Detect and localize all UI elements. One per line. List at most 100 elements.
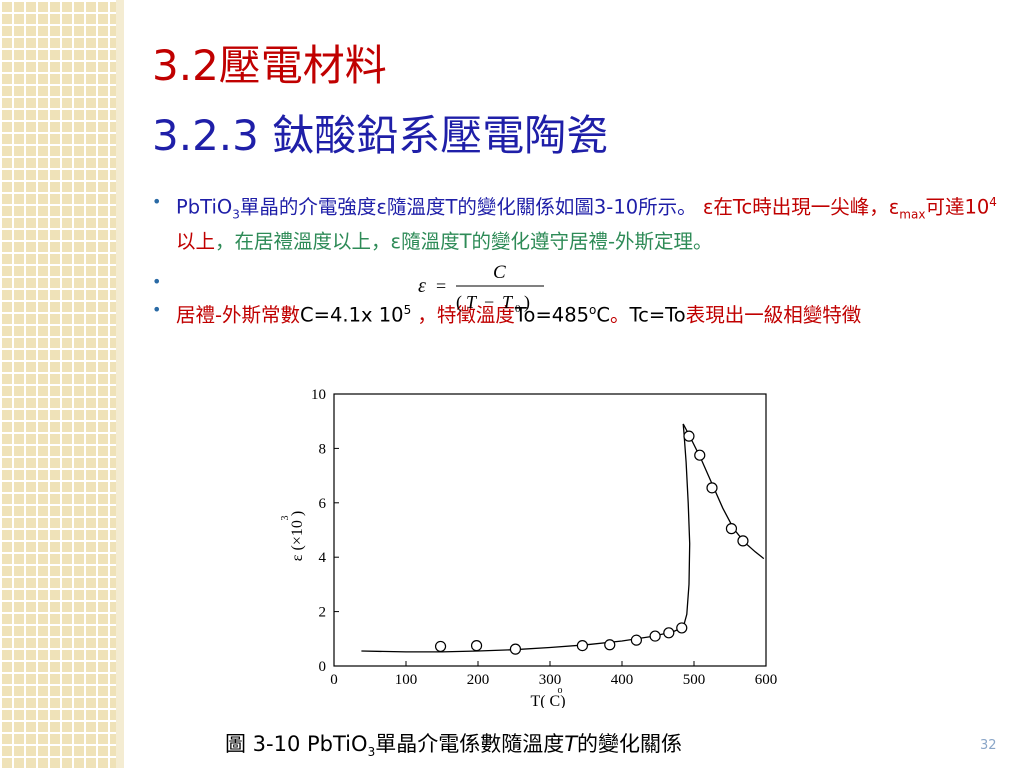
bullet-list: • PbTiO3單晶的介電強度ε隨溫度T的變化關係如圖3-10所示。 ε在Tc時出… <box>152 188 1002 330</box>
y-tick-label: 0 <box>319 659 327 675</box>
formula-minus: − <box>484 292 494 312</box>
x-tick-label: 100 <box>395 672 418 688</box>
formula-T0-sub: 0 <box>515 303 521 315</box>
text-span: 10 <box>964 195 990 219</box>
y-axis-label: ε (×10 ) <box>289 511 306 561</box>
text-span: 居禮-外斯常數 <box>176 303 301 327</box>
decorative-sidebar <box>0 0 116 768</box>
epsilon-symbol: ε <box>702 195 714 219</box>
y-axis-exponent: 3 <box>280 516 291 521</box>
text-span: 以上 <box>176 230 216 254</box>
bullet-dot-icon: • <box>152 272 162 292</box>
caption-text: 的變化關係 <box>577 732 683 756</box>
curve-above-tc <box>682 423 765 560</box>
data-point <box>649 630 661 642</box>
caption-subscript: 3 <box>367 745 376 760</box>
formula-equals: = <box>436 276 446 296</box>
text-span: 。 <box>609 303 630 327</box>
text-span: 的變化關係如圖 <box>457 195 594 219</box>
y-tick-label: 2 <box>319 605 327 621</box>
formula-paren-open: ( <box>456 292 462 313</box>
chart-points <box>434 430 749 655</box>
x-tick-label: 300 <box>539 672 562 688</box>
bullet-dot-icon: • <box>152 300 162 320</box>
subscript: max <box>899 207 926 222</box>
data-point <box>630 634 642 646</box>
text-span: PbTiO <box>176 195 233 219</box>
text-span: C <box>596 303 610 327</box>
text-span: To=485 <box>514 303 590 327</box>
formula-lhs: ε <box>418 275 426 297</box>
text-span: Tc=To <box>629 303 686 327</box>
epsilon-symbol: ε <box>376 195 387 219</box>
x-tick-label: 600 <box>755 672 778 688</box>
text-span: C=4.1x 10 <box>300 303 404 327</box>
slide-title: 3.2壓電材料 <box>152 41 387 90</box>
text-span: ，特徵溫度 <box>411 303 515 327</box>
bullet-dot-icon: • <box>152 192 162 211</box>
text-span: 單晶的介電強度 <box>239 195 377 219</box>
formula-T: T <box>466 292 478 312</box>
caption-italic-T: T <box>564 732 578 756</box>
x-tick-label: 400 <box>611 672 634 688</box>
data-point <box>694 449 706 461</box>
superscript: o <box>589 303 597 318</box>
plot-frame <box>333 393 767 667</box>
bullet-item-formula: • <box>152 256 1002 296</box>
bullet-item-curie-weiss: • 居禮-外斯常數C=4.1x 105 ，特徵溫度To=485oC。Tc=To表現… <box>152 296 1002 330</box>
chart-curves <box>361 423 765 653</box>
text-span: 隨溫度 <box>401 230 460 254</box>
curie-weiss-formula: ε = C ( T − T 0 ) <box>418 262 544 315</box>
text-span: 所示。 <box>638 195 703 219</box>
epsilon-symbol: ε <box>888 195 900 219</box>
text-span: 表現出一級相變特徵 <box>685 303 862 327</box>
text-span: ，在居禮溫度以上， <box>215 230 391 254</box>
data-point <box>676 622 688 634</box>
caption-text: 單晶介電係數隨溫度 <box>375 732 565 756</box>
data-point <box>509 643 522 655</box>
data-point <box>576 640 588 652</box>
superscript: 5 <box>403 303 412 318</box>
superscript: 4 <box>989 195 997 209</box>
y-tick-label: 8 <box>319 441 327 457</box>
sidebar-edge <box>116 0 124 768</box>
data-point <box>706 482 718 494</box>
y-tick-label: 4 <box>319 550 327 566</box>
data-point <box>434 640 447 653</box>
text-span: 時出現一尖峰， <box>752 195 889 219</box>
chart-ticks: 0 100 200 300 400 500 600 0 2 4 6 8 10 <box>311 387 777 688</box>
x-tick-label: 0 <box>330 672 338 688</box>
formula-numerator: C <box>493 262 506 283</box>
x-tick-label: 200 <box>467 672 490 688</box>
dielectric-vs-temperature-chart: 0 100 200 300 400 500 600 0 2 4 6 8 10 T( C) o ε (×1… <box>280 387 777 708</box>
subscript: 3 <box>232 207 240 222</box>
page-number: 32 <box>980 738 997 753</box>
caption-text: 圖 3-10 PbTiO <box>225 732 368 756</box>
text-span: 的變化遵守居禮-外斯定理。 <box>471 230 713 254</box>
curve-below-tc <box>361 423 691 653</box>
data-point <box>725 523 738 535</box>
chart-axes <box>333 393 767 667</box>
text-span: T <box>459 230 472 254</box>
x-axis-degree: o <box>558 685 563 696</box>
y-tick-label: 10 <box>311 387 326 403</box>
bullet-item-dielectric: • PbTiO3單晶的介電強度ε隨溫度T的變化關係如圖3-10所示。 ε在Tc時出… <box>152 188 1002 256</box>
data-point <box>683 430 695 442</box>
text-span: 隨溫度 <box>386 195 446 219</box>
data-point <box>470 640 483 652</box>
text-span: Tc <box>732 195 753 219</box>
epsilon-symbol: ε <box>390 230 402 254</box>
y-tick-label: 6 <box>319 496 327 512</box>
slide-subtitle: 3.2.3 鈦酸鉛系壓電陶瓷 <box>152 111 609 160</box>
text-span: 3-10 <box>593 195 639 219</box>
text-span: 可達 <box>925 195 965 219</box>
data-point <box>663 627 675 639</box>
formula-paren-close: ) <box>524 292 530 313</box>
formula-T0: T <box>502 292 514 312</box>
data-point <box>604 639 616 651</box>
figure-caption: 圖 3-10 PbTiO3單晶介電係數隨溫度T的變化關係 <box>225 728 682 759</box>
x-axis-label: T( C) <box>530 693 565 708</box>
text-span: T <box>445 195 458 219</box>
text-span: 在 <box>713 195 733 219</box>
x-tick-label: 500 <box>683 672 706 688</box>
